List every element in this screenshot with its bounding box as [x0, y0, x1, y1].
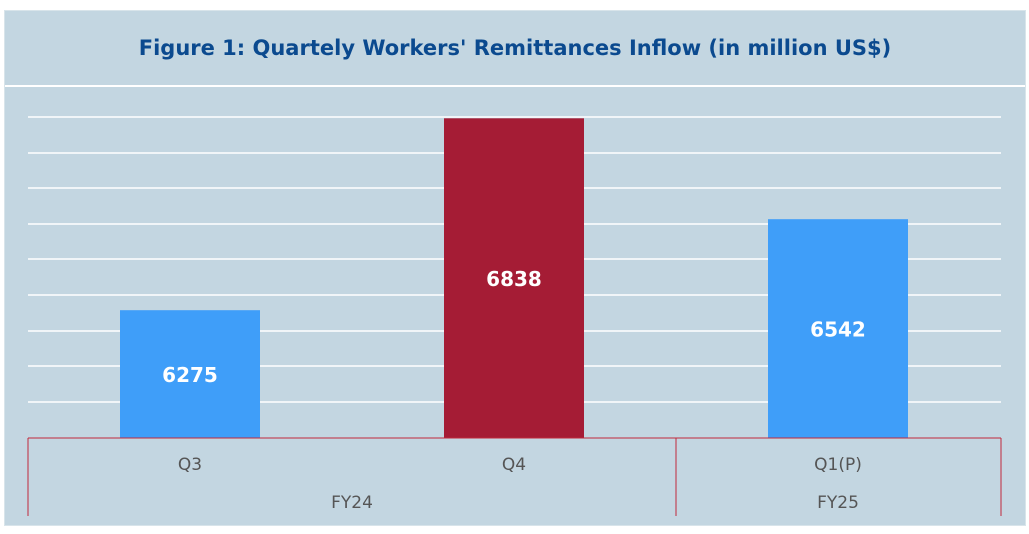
- chart-title: Figure 1: Quartely Workers' Remittances …: [138, 36, 892, 60]
- data-label: 6275: [162, 363, 218, 387]
- x-tick-label: Q4: [502, 455, 526, 475]
- title-band: Figure 1: Quartely Workers' Remittances …: [5, 11, 1025, 87]
- x-tick-label: Q1(P): [814, 455, 862, 475]
- bar: [768, 219, 908, 438]
- x-group-label: FY24: [331, 493, 373, 513]
- data-label: 6542: [810, 318, 866, 342]
- x-tick-label: Q3: [178, 455, 202, 475]
- x-group-label: FY25: [817, 493, 859, 513]
- bar: [444, 118, 584, 439]
- data-label: 6838: [486, 267, 542, 291]
- bar: [120, 310, 260, 438]
